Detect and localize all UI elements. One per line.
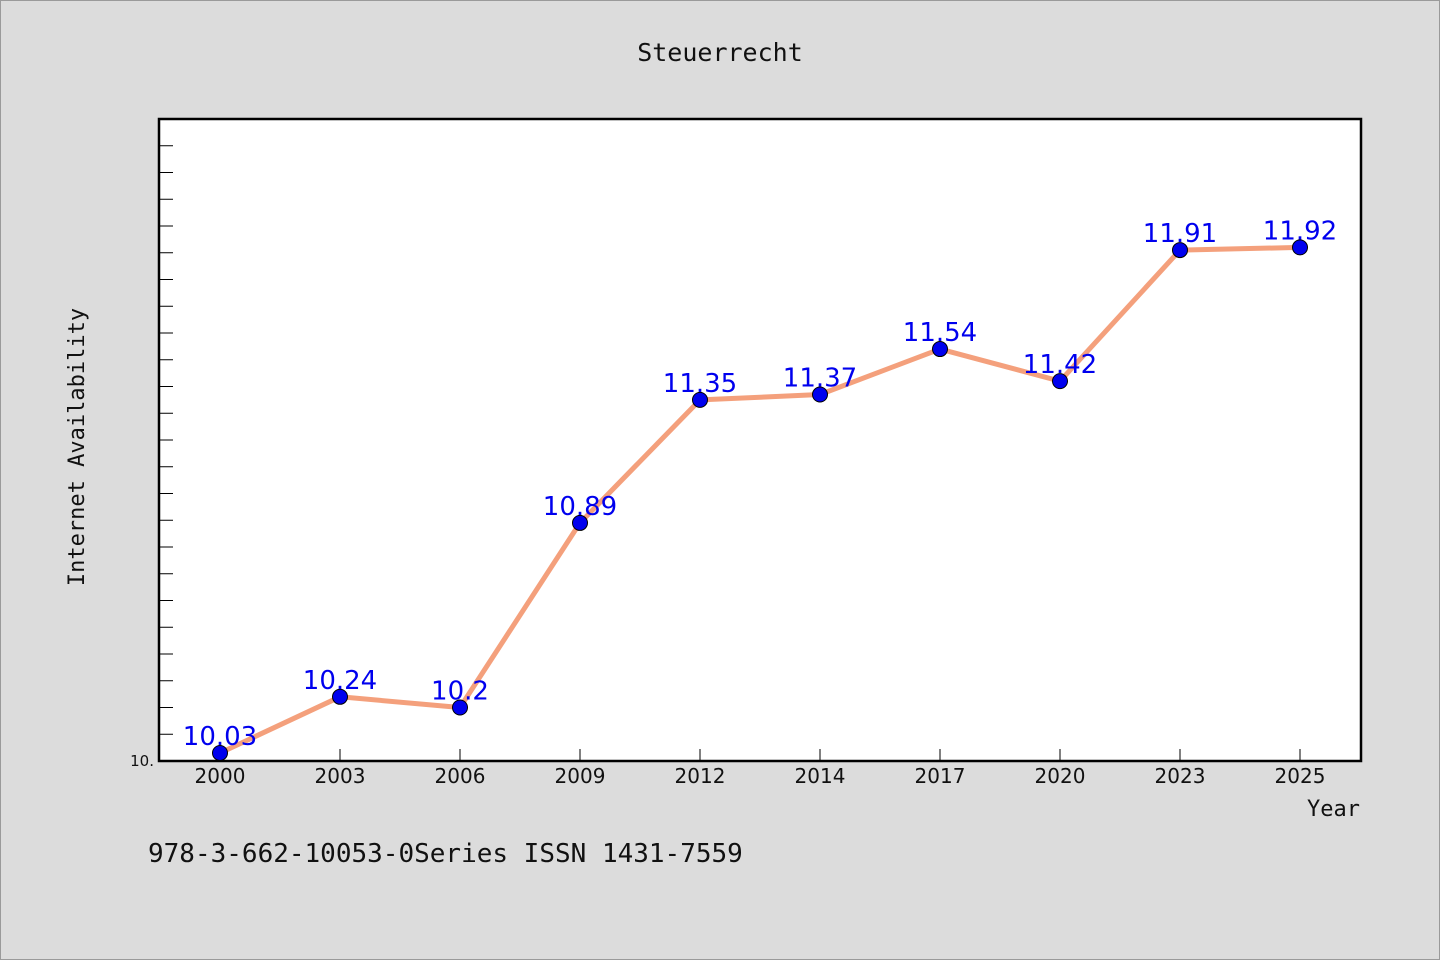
- data-point: [1172, 242, 1188, 259]
- x-tick-label: 2017: [915, 764, 966, 788]
- data-point: [212, 744, 228, 761]
- y-axis-ticks: [159, 145, 173, 735]
- data-label: 11.37: [783, 364, 857, 394]
- x-axis-ticks: 2000 2003 2006 2009 2012 2014 2017 2020 2023 2025: [195, 749, 1326, 788]
- data-point: [812, 386, 828, 403]
- data-label: 10.2: [431, 677, 489, 707]
- data-label: 10.89: [543, 492, 617, 522]
- data-label: 11.54: [903, 318, 977, 348]
- data-point: [1052, 373, 1068, 390]
- data-label: 11.91: [1143, 219, 1217, 249]
- series-line: [217, 244, 1303, 756]
- plot-area: [157, 117, 1363, 763]
- chart-title: Steuerrecht: [637, 38, 803, 67]
- x-tick-label: 2023: [1155, 764, 1206, 788]
- footer-text: 978-3-662-10053-0Series ISSN 1431-7559: [148, 839, 743, 869]
- y-tick-label: 10.: [130, 752, 154, 770]
- data-label: 10.24: [303, 666, 377, 696]
- data-labels: 10.03 10.24 10.2 10.89 11.35 11.37 11.54 11.42 1…: [183, 216, 1337, 752]
- data-label: 11.35: [663, 369, 737, 399]
- x-tick-label: 2025: [1275, 764, 1326, 788]
- x-tick-label: 2020: [1035, 764, 1086, 788]
- x-tick-label: 2012: [675, 764, 726, 788]
- y-axis-label: Internet Availability: [65, 308, 90, 586]
- data-label: 11.42: [1023, 350, 1097, 380]
- x-tick-label: 2009: [555, 764, 606, 788]
- data-point: [692, 391, 708, 408]
- x-tick-label: 2000: [195, 764, 246, 788]
- data-point: [1292, 239, 1308, 256]
- data-point: [932, 341, 948, 358]
- x-tick-label: 2014: [795, 764, 846, 788]
- x-tick-label: 2006: [435, 764, 486, 788]
- data-point: [572, 514, 588, 531]
- data-markers: [212, 239, 1308, 761]
- data-point: [332, 688, 348, 705]
- data-label: 10.03: [183, 722, 257, 752]
- data-label: 11.92: [1263, 216, 1337, 246]
- data-point: [452, 699, 468, 716]
- x-axis-label: Year: [1307, 797, 1360, 822]
- x-tick-label: 2003: [315, 764, 366, 788]
